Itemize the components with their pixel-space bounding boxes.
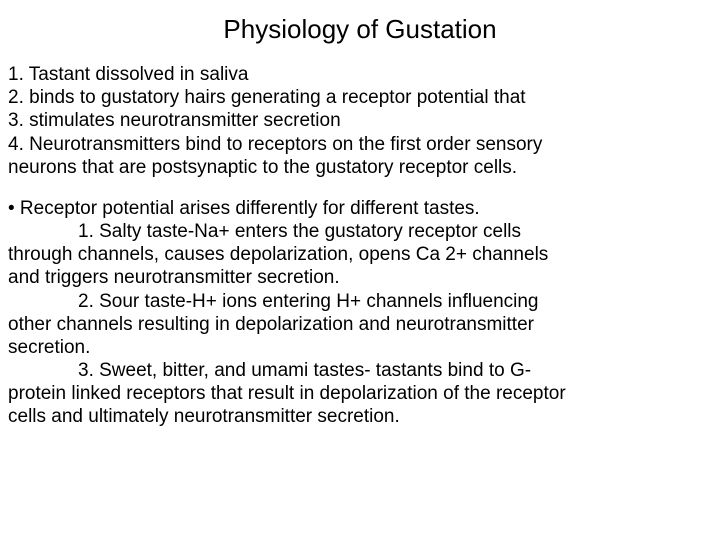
taste-2-line-1: 2. Sour taste-H+ ions entering H+ channe… (8, 290, 712, 313)
step-1: 1. Tastant dissolved in saliva (8, 63, 712, 86)
taste-1-line-2: through channels, causes depolarization,… (8, 243, 712, 266)
step-3: 3. stimulates neurotransmitter secretion (8, 109, 712, 132)
taste-3-line-2: protein linked receptors that result in … (8, 382, 712, 405)
taste-1-line-3: and triggers neurotransmitter secretion. (8, 266, 712, 289)
taste-2-line-3: secretion. (8, 336, 712, 359)
step-2: 2. binds to gustatory hairs generating a… (8, 86, 712, 109)
numbered-steps: 1. Tastant dissolved in saliva 2. binds … (8, 63, 712, 179)
bullet-intro: • Receptor potential arises differently … (8, 197, 712, 220)
taste-3-line-3: cells and ultimately neurotransmitter se… (8, 405, 712, 428)
step-4-line-2: neurons that are postsynaptic to the gus… (8, 156, 712, 179)
slide-title: Physiology of Gustation (8, 14, 712, 45)
taste-1-line-1: 1. Salty taste-Na+ enters the gustatory … (8, 220, 712, 243)
taste-2-line-2: other channels resulting in depolarizati… (8, 313, 712, 336)
step-4-line-1: 4. Neurotransmitters bind to receptors o… (8, 133, 712, 156)
taste-3-line-1: 3. Sweet, bitter, and umami tastes- tast… (8, 359, 712, 382)
bullet-section: • Receptor potential arises differently … (8, 197, 712, 429)
